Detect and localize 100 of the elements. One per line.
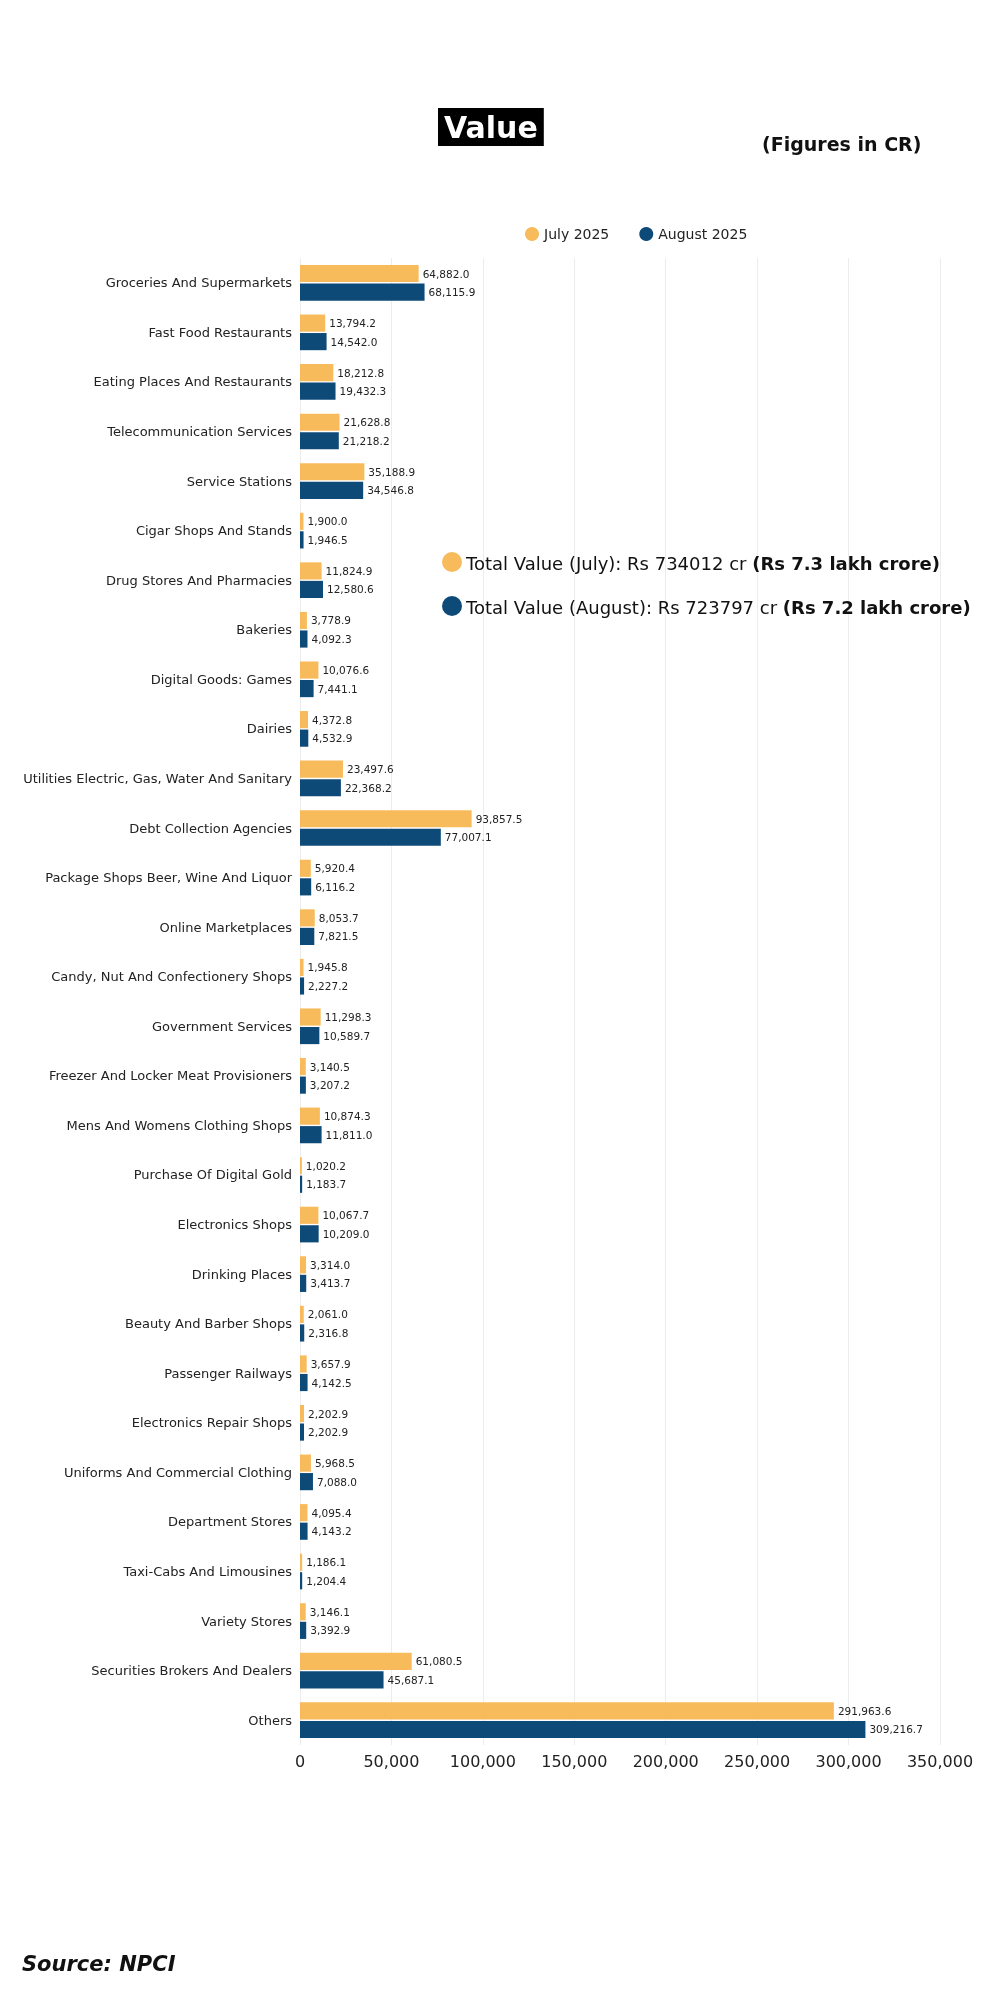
data-label: 21,218.2	[342, 434, 390, 447]
bar	[300, 364, 334, 382]
data-label: 2,227.2	[308, 979, 349, 992]
y-tick-label: Beauty And Barber Shops	[125, 1316, 293, 1332]
bar	[300, 1206, 319, 1224]
y-tick-label: Groceries And Supermarkets	[105, 275, 293, 291]
y-tick-label: Electronics Repair Shops	[131, 1415, 293, 1431]
y-tick-label: Drug Stores And Pharmacies	[105, 572, 293, 588]
bar	[300, 810, 472, 828]
data-label: 19,432.3	[339, 385, 387, 398]
bar	[300, 1652, 412, 1670]
y-tick-label: Taxi-Cabs And Limousines	[122, 1564, 293, 1580]
data-label: 77,007.1	[444, 831, 492, 844]
bar	[300, 562, 322, 580]
bar	[300, 1473, 313, 1491]
bar	[300, 1305, 304, 1323]
bar	[300, 1355, 307, 1373]
y-tick-label: Others	[248, 1712, 293, 1728]
data-label: 309,216.7	[869, 1723, 923, 1736]
y-tick-label: Fast Food Restaurants	[148, 324, 293, 340]
bar	[300, 1423, 305, 1441]
bar	[300, 1107, 320, 1125]
data-label: 35,188.9	[368, 465, 416, 478]
data-label: 4,532.9	[312, 732, 353, 745]
source-note: Source: NPCI	[22, 1952, 176, 1976]
data-label: 8,053.7	[318, 911, 359, 924]
x-tick-label: 150,000	[541, 1751, 608, 1771]
bar	[300, 413, 340, 431]
bar	[300, 958, 304, 977]
bar	[300, 283, 425, 301]
data-label: 3,207.2	[309, 1079, 350, 1092]
data-label: 291,963.6	[837, 1704, 892, 1717]
bar	[300, 432, 339, 450]
data-label: 1,946.5	[307, 533, 348, 546]
x-tick-label: 350,000	[906, 1751, 974, 1771]
y-tick-label: Dairies	[246, 721, 293, 737]
data-label: 93,857.5	[475, 812, 523, 825]
data-label: 3,146.1	[309, 1605, 350, 1618]
bar	[300, 760, 343, 778]
bar	[300, 481, 364, 499]
y-tick-label: Mens And Womens Clothing Shops	[66, 1117, 293, 1133]
bar	[300, 779, 341, 797]
bar	[300, 1603, 306, 1621]
data-label: 10,589.7	[323, 1029, 371, 1042]
bar	[300, 1026, 320, 1045]
y-tick-label: Drinking Places	[191, 1266, 293, 1282]
x-tick-label: 300,000	[815, 1751, 882, 1771]
y-tick-label: Cigar Shops And Stands	[135, 523, 293, 539]
data-label: 10,874.3	[323, 1110, 371, 1123]
bar	[300, 1274, 307, 1292]
data-label: 1,020.2	[305, 1159, 346, 1172]
data-label: 18,212.8	[337, 366, 385, 379]
data-label: 10,067.7	[322, 1209, 370, 1222]
data-label: 2,061.0	[307, 1308, 348, 1321]
data-label: 3,657.9	[310, 1357, 351, 1370]
data-label: 1,945.8	[307, 961, 348, 974]
data-label: 11,298.3	[324, 1011, 372, 1024]
data-label: 5,968.5	[314, 1457, 355, 1470]
bar	[300, 1058, 306, 1076]
text: (Figures in CR)	[762, 133, 922, 155]
y-tick-label: Purchase Of Digital Gold	[133, 1167, 292, 1183]
data-label: 1,900.0	[307, 515, 348, 528]
bar	[300, 909, 315, 927]
y-tick-label: Online Marketplaces	[159, 919, 293, 935]
legend-label: July 2025	[543, 226, 610, 242]
data-label: 5,920.4	[314, 862, 356, 875]
bar	[300, 314, 326, 332]
bar	[300, 1454, 311, 1472]
bar	[300, 1522, 308, 1540]
y-tick-label: Securities Brokers And Dealers	[91, 1663, 293, 1679]
data-label: 7,441.1	[317, 682, 358, 695]
data-label: 7,821.5	[318, 930, 359, 943]
data-label: 4,143.2	[311, 1525, 352, 1538]
data-label: 2,202.9	[308, 1407, 349, 1420]
bar	[300, 1621, 307, 1639]
y-tick-label: Variety Stores	[201, 1613, 293, 1629]
bar	[300, 1256, 307, 1274]
x-tick-label: 250,000	[724, 1751, 791, 1771]
data-label: 3,413.7	[310, 1277, 351, 1290]
bar	[300, 264, 419, 283]
data-label: 4,142.5	[311, 1376, 352, 1389]
y-tick-label: Service Stations	[186, 473, 293, 489]
y-tick-label: Debt Collection Agencies	[129, 820, 293, 836]
bar	[300, 1373, 308, 1392]
bar	[300, 859, 311, 877]
bar	[300, 977, 305, 995]
bar	[300, 630, 308, 648]
y-tick-label: Department Stores	[168, 1514, 293, 1530]
data-label: 3,392.9	[310, 1624, 351, 1637]
y-tick-label: Candy, Nut And Confectionery Shops	[51, 969, 293, 985]
data-label: 1,183.7	[306, 1178, 347, 1191]
data-label: 2,202.9	[308, 1426, 349, 1439]
bar	[300, 333, 327, 351]
bar	[300, 1175, 303, 1193]
bar	[300, 1225, 319, 1243]
y-tick-label: Utilities Electric, Gas, Water And Sanitary	[23, 770, 293, 786]
bar	[300, 463, 365, 481]
chart-title: Value	[444, 109, 538, 145]
y-tick-label: Passenger Railways	[164, 1365, 293, 1381]
data-label: 14,542.0	[330, 335, 378, 348]
